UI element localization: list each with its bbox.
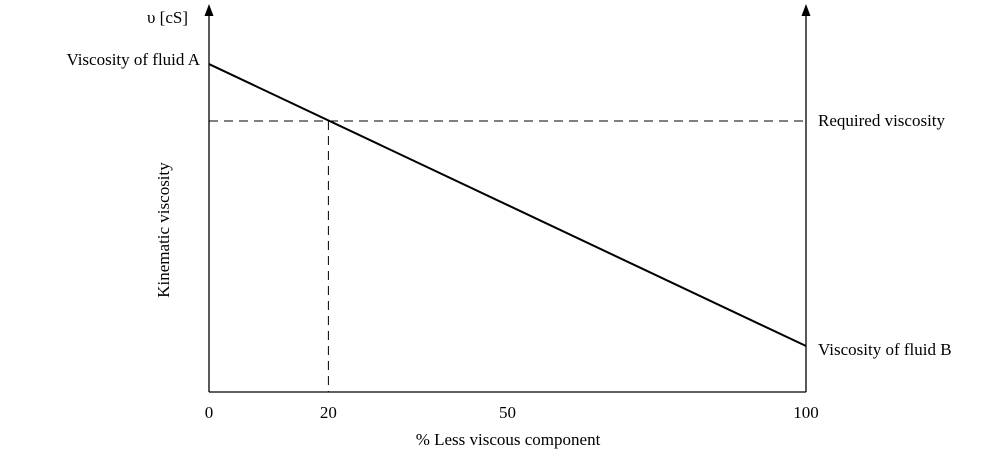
x-tick-label: 100: [793, 403, 819, 422]
data-line: [208, 63, 807, 347]
end-label: Viscosity of fluid B: [818, 340, 952, 359]
x-tick-label: 0: [205, 403, 214, 422]
y-axis-label: Kinematic viscosity: [154, 162, 173, 298]
y-unit: υ [cS]: [147, 8, 188, 27]
right-axis-arrow: [801, 4, 811, 16]
start-label: Viscosity of fluid A: [66, 50, 200, 69]
x-axis-label: % Less viscous component: [416, 430, 601, 449]
x-tick-label: 50: [499, 403, 516, 422]
left-axis-arrow: [204, 4, 214, 16]
reference-label: Required viscosity: [818, 111, 946, 130]
axes: [204, 4, 811, 393]
x-tick-label: 20: [320, 403, 337, 422]
